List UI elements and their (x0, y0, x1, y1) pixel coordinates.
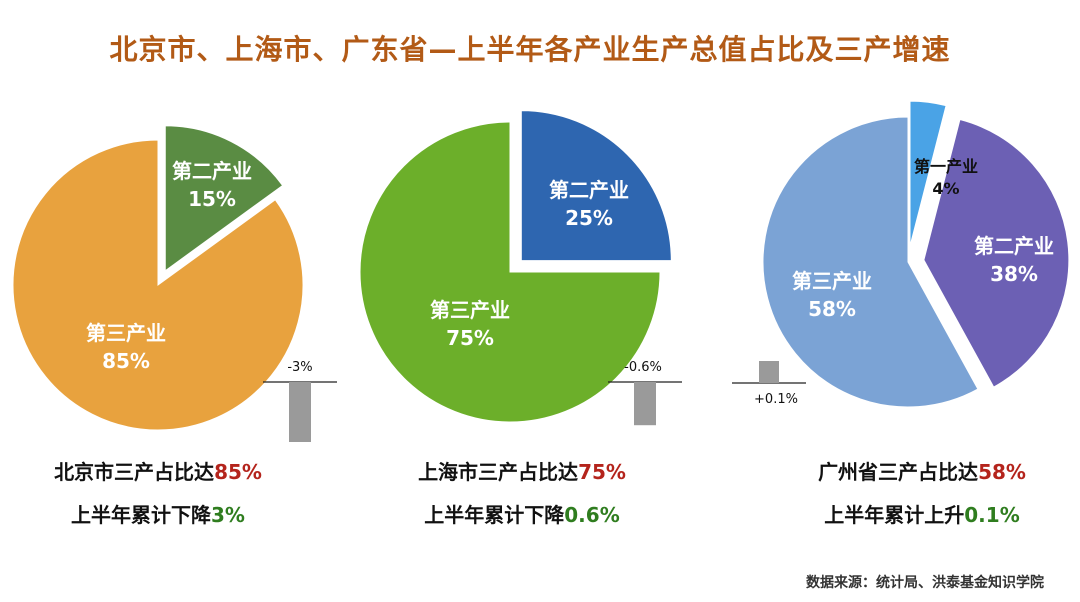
caption-shanghai-share-text: 上海市三产占比达 (418, 460, 579, 484)
caption-beijing: 北京市三产占比达85% 上半年累计下降3% (0, 456, 318, 528)
guangdong-growth-label: +0.1% (754, 392, 798, 407)
guangdong-tertiary-industry-label: 第三产业 (792, 269, 872, 293)
caption-guangdong-line2: 上半年累计上升0.1% (762, 499, 1080, 528)
source-note: 数据来源：统计局、洪泰基金知识学院 (806, 575, 1044, 591)
chart-title: 北京市、上海市、广东省—上半年各产业生产总值占比及三产增速 (109, 33, 951, 66)
shanghai-growth-label: -0.6% (624, 360, 662, 375)
caption-shanghai-growth-value: 0.6% (564, 503, 620, 527)
beijing-secondary-industry-value: 15% (188, 187, 236, 211)
caption-shanghai-line2: 上半年累计下降0.6% (362, 499, 682, 528)
guangdong-growth-bar (759, 361, 779, 383)
beijing-tertiary-industry-label: 第三产业 (86, 321, 166, 345)
guangdong-tertiary-industry-value: 58% (808, 297, 856, 321)
caption-beijing-share-text: 北京市三产占比达 (54, 460, 215, 484)
caption-beijing-growth-text: 上半年累计下降 (71, 503, 212, 527)
beijing-secondary-industry-label: 第二产业 (172, 159, 252, 183)
guangdong-secondary-industry-label: 第二产业 (974, 234, 1054, 258)
guangdong-primary-industry-label: 第一产业 (914, 157, 978, 176)
beijing-secondary-industry-slice (164, 125, 284, 272)
beijing-tertiary-industry-value: 85% (102, 349, 150, 373)
guangdong-tertiary-industry-slice (762, 116, 979, 408)
caption-shanghai-growth-text: 上半年累计下降 (424, 503, 565, 527)
caption-guangdong-line1: 广州省三产占比达58% (762, 456, 1080, 485)
shanghai-secondary-industry-label: 第二产业 (549, 178, 629, 202)
caption-beijing-share-value: 85% (214, 460, 262, 484)
shanghai-growth-bar (634, 382, 656, 426)
caption-guangdong-growth-value: 0.1% (964, 503, 1020, 527)
beijing-growth-bar (289, 382, 311, 442)
guangdong-primary-industry-value: 4% (932, 179, 959, 198)
caption-beijing-growth-value: 3% (211, 503, 245, 527)
shanghai-tertiary-industry-slice (359, 121, 661, 423)
caption-beijing-line2: 上半年累计下降3% (0, 499, 318, 528)
guangdong-secondary-industry-value: 38% (990, 262, 1038, 286)
caption-shanghai-share-value: 75% (578, 460, 626, 484)
beijing-tertiary-industry-slice (12, 139, 304, 431)
caption-shanghai-line1: 上海市三产占比达75% (362, 456, 682, 485)
caption-guangdong-share-value: 58% (978, 460, 1026, 484)
shanghai-tertiary-industry-value: 75% (446, 326, 494, 350)
guangdong-secondary-industry-slice (923, 118, 1070, 388)
caption-guangdong: 广州省三产占比达58% 上半年累计上升0.1% (762, 456, 1080, 528)
caption-guangdong-growth-text: 上半年累计上升 (824, 503, 965, 527)
shanghai-tertiary-industry-label: 第三产业 (430, 298, 510, 322)
shanghai-secondary-industry-value: 25% (565, 206, 613, 230)
caption-guangdong-share-text: 广州省三产占比达 (818, 460, 979, 484)
caption-beijing-line1: 北京市三产占比达85% (0, 456, 318, 485)
beijing-growth-label: -3% (287, 360, 312, 375)
caption-shanghai: 上海市三产占比达75% 上半年累计下降0.6% (362, 456, 682, 528)
guangdong-primary-industry-slice (909, 100, 947, 247)
shanghai-secondary-industry-slice (520, 110, 672, 262)
